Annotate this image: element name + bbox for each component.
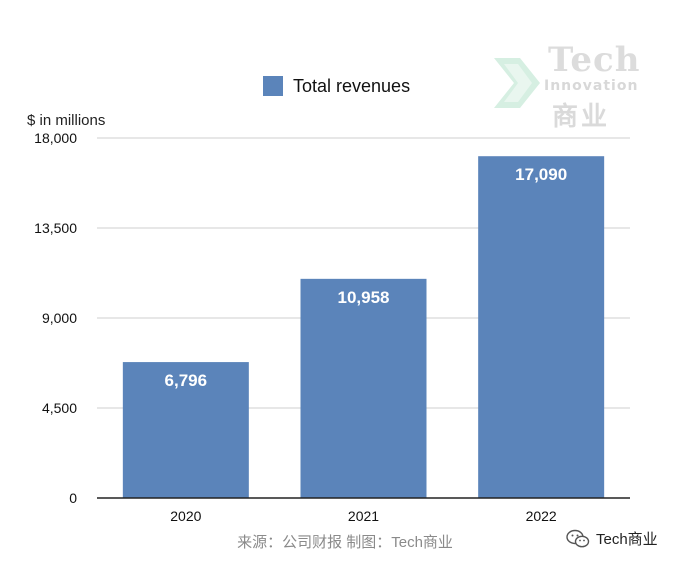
data-label: 10,958	[338, 288, 390, 307]
logo-title: Tech	[548, 40, 641, 80]
logo-subtitle: Innovation	[544, 78, 639, 94]
y-tick-label: 18,000	[34, 130, 77, 146]
source-note: 来源：公司财报 制图：Tech商业	[237, 534, 453, 551]
data-label: 17,090	[515, 165, 567, 184]
logo-arrow-icon	[494, 58, 540, 108]
y-tick-label: 0	[69, 490, 77, 506]
wechat-icon	[566, 529, 590, 547]
data-label: 6,796	[165, 371, 208, 390]
x-tick-label: 2022	[526, 508, 557, 524]
y-axis-unit-label: $ in millions	[27, 112, 106, 129]
chart-legend: Total revenues	[263, 76, 410, 96]
y-tick-label: 9,000	[42, 310, 77, 326]
y-tick-label: 4,500	[42, 400, 77, 416]
bar-2022	[478, 156, 605, 498]
credit-text: Tech商业	[596, 531, 658, 548]
y-tick-label: 13,500	[34, 220, 77, 236]
logo-chinese: 商业	[552, 101, 611, 131]
legend-swatch	[263, 76, 283, 96]
x-tick-label: 2021	[348, 508, 379, 524]
bar-2020	[122, 362, 249, 498]
bar-2021	[300, 278, 427, 498]
x-tick-label: 2020	[170, 508, 201, 524]
legend-label: Total revenues	[293, 75, 411, 96]
tech-innovation-logo: Tech Innovation 商业	[490, 40, 640, 132]
wechat-credit: Tech商业	[566, 528, 658, 549]
